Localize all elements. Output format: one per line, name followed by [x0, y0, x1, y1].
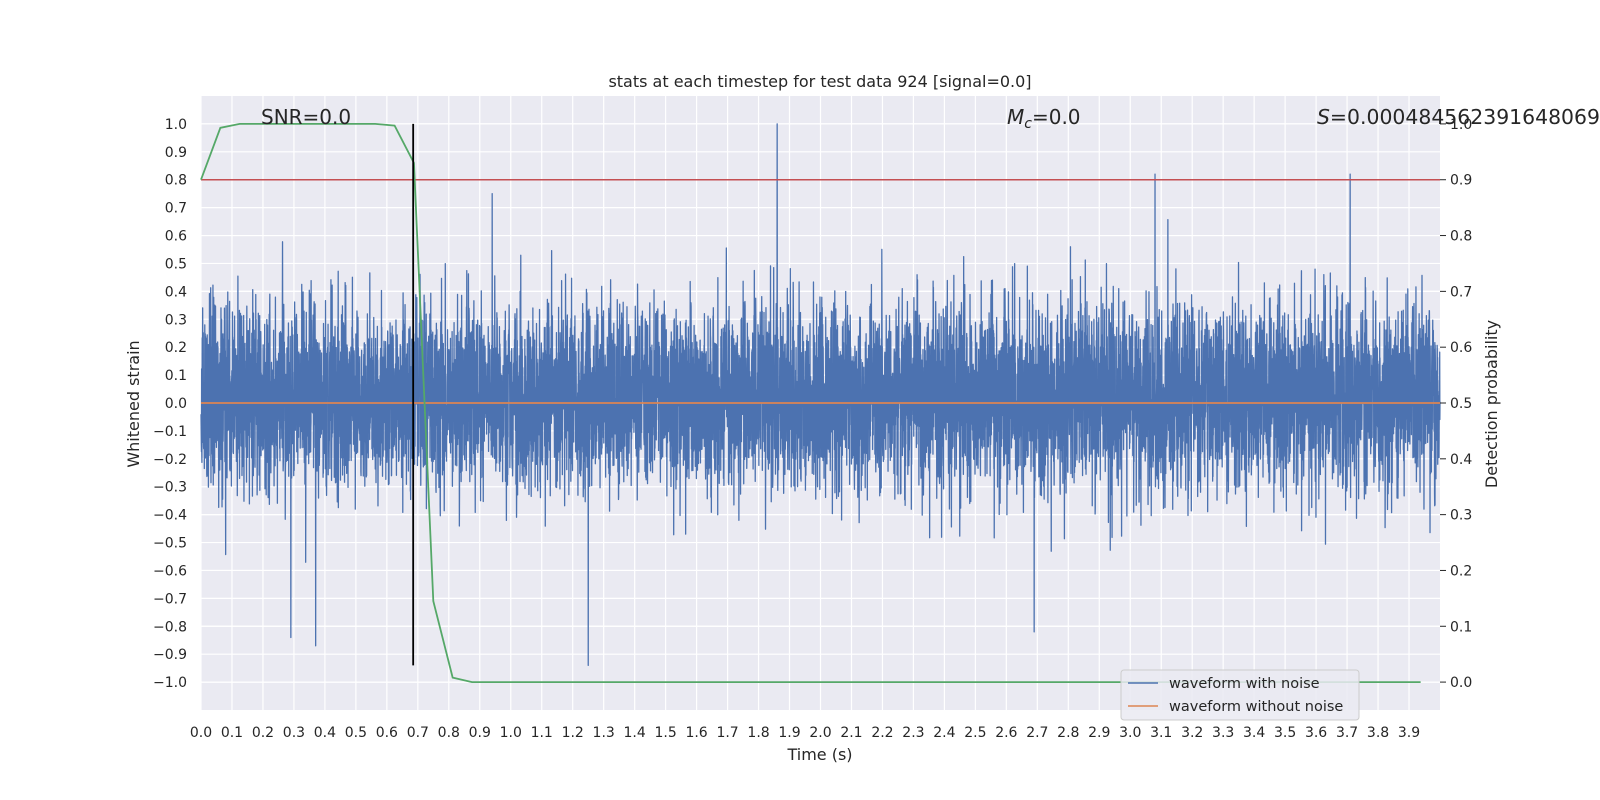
- x-tick-label: 3.8: [1367, 725, 1389, 741]
- x-tick-label: 0.8: [438, 725, 460, 741]
- y2-tick-label: 0.3: [1450, 508, 1472, 524]
- x-tick-label: 2.5: [964, 725, 986, 741]
- x-tick-label: 3.7: [1336, 725, 1358, 741]
- x-tick-label: 3.4: [1243, 725, 1265, 741]
- x-tick-label: 2.9: [1088, 725, 1110, 741]
- y2-tick-label: 0.6: [1450, 340, 1472, 356]
- y-tick-label: −0.6: [153, 563, 187, 579]
- y-tick-label: 0.1: [165, 368, 187, 384]
- x-tick-label: 3.3: [1212, 725, 1234, 741]
- y2-tick-label: 0.2: [1450, 563, 1472, 579]
- y2-axis-label: Detection probability: [1482, 320, 1501, 488]
- legend: waveform with noise waveform without noi…: [1120, 669, 1360, 721]
- x-tick-label: 1.8: [747, 725, 769, 741]
- y-tick-label: −0.1: [153, 424, 187, 440]
- x-tick-label: 2.1: [840, 725, 862, 741]
- y-tick-label: −0.4: [153, 508, 187, 524]
- noise-series: [200, 123, 1441, 666]
- y-tick-label: 1.0: [165, 117, 187, 133]
- y-tick-label: 0.6: [165, 229, 187, 245]
- x-tick-label: 0.5: [345, 725, 367, 741]
- x-axis-label: Time (s): [786, 745, 852, 764]
- x-tick-label: 0.6: [376, 725, 398, 741]
- x-tick-label: 0.7: [407, 725, 429, 741]
- x-tick-label: 1.5: [654, 725, 676, 741]
- y2-tick-label: 0.4: [1450, 452, 1472, 468]
- chart-title: stats at each timestep for test data 924…: [608, 72, 1031, 91]
- lines: [200, 123, 1440, 683]
- y-tick-label: −0.5: [153, 536, 187, 552]
- y-tick-label: 0.7: [165, 201, 187, 217]
- y-tick-label: 0.9: [165, 145, 187, 161]
- y-tick-label: 0.0: [165, 396, 187, 412]
- x-tick-label: 2.7: [1026, 725, 1048, 741]
- y-tick-label: −1.0: [153, 675, 187, 691]
- x-tick-label: 1.1: [531, 725, 553, 741]
- y-tick-label: −0.2: [153, 452, 187, 468]
- mc-symbol: M: [1007, 105, 1024, 129]
- x-tick-label: 2.8: [1057, 725, 1079, 741]
- x-tick-label: 1.9: [778, 725, 800, 741]
- y-tick-label: 0.4: [165, 284, 187, 300]
- y2-tick-label: 0.9: [1450, 173, 1472, 189]
- y-tick-label: −0.9: [153, 647, 187, 663]
- x-tick-label: 2.2: [871, 725, 893, 741]
- x-tick-label: 3.1: [1150, 725, 1172, 741]
- y2-tick-labels: 1.0 0.9 0.8 0.7 0.6 0.5 0.4 0.3 0.2 0.1 0.0: [1440, 117, 1472, 691]
- x-tick-label: 1.4: [624, 725, 646, 741]
- y2-tick-label: 1.0: [1450, 117, 1472, 133]
- mc-value: =0.0: [1032, 105, 1081, 129]
- x-tick-label: 3.9: [1398, 725, 1420, 741]
- y2-tick-label: 0.7: [1450, 284, 1472, 300]
- x-tick-label: 1.7: [716, 725, 738, 741]
- x-tick-label: 1.0: [500, 725, 522, 741]
- y-tick-label: −0.7: [153, 591, 187, 607]
- y-tick-labels: 1.0 0.9 0.8 0.7 0.6 0.5 0.4 0.3 0.2 0.1 0.0 −0.1 −0.…: [153, 117, 187, 691]
- mc-subscript: c: [1024, 116, 1032, 132]
- snr-annotation: SNR=0.0: [261, 105, 351, 129]
- x-tick-label: 0.0: [190, 725, 212, 741]
- x-tick-label: 1.2: [562, 725, 584, 741]
- x-tick-label: 3.6: [1305, 725, 1327, 741]
- x-tick-label: 0.2: [252, 725, 274, 741]
- x-tick-label: 0.1: [221, 725, 243, 741]
- y-tick-label: −0.3: [153, 480, 187, 496]
- legend-label-noise: waveform with noise: [1169, 676, 1320, 692]
- y-tick-label: 0.5: [165, 256, 187, 272]
- x-tick-label: 1.6: [685, 725, 707, 741]
- y2-tick-label: 0.0: [1450, 675, 1472, 691]
- x-tick-label: 2.6: [995, 725, 1017, 741]
- legend-label-clean: waveform without noise: [1169, 699, 1343, 715]
- s-symbol: S: [1317, 105, 1330, 129]
- waveform-with-noise-line: [200, 123, 1441, 666]
- y2-tick-label: 0.1: [1450, 619, 1472, 635]
- x-tick-label: 1.3: [593, 725, 615, 741]
- y-tick-label: 0.8: [165, 173, 187, 189]
- x-tick-label: 2.3: [902, 725, 924, 741]
- x-tick-label: 2.4: [933, 725, 955, 741]
- x-tick-label: 2.0: [809, 725, 831, 741]
- y-tick-label: 0.3: [165, 312, 187, 328]
- y2-tick-label: 0.8: [1450, 229, 1472, 245]
- x-tick-label: 0.4: [314, 725, 336, 741]
- x-tick-label: 0.9: [469, 725, 491, 741]
- y-tick-label: 0.2: [165, 340, 187, 356]
- y2-tick-label: 0.5: [1450, 396, 1472, 412]
- chirp-mass-annotation: Mc=0.0: [1007, 105, 1081, 132]
- y-axis-label: Whitened strain: [124, 340, 143, 467]
- x-tick-labels: 0.0 0.1 0.2 0.3 0.4 0.5 0.6 0.7 0.8 0.9 1.0 1.1 1.2 1…: [190, 725, 1420, 741]
- x-tick-label: 0.3: [283, 725, 305, 741]
- y-tick-label: −0.8: [153, 619, 187, 635]
- s-value: =0.000484562391648069: [1330, 105, 1600, 129]
- legend-box: [1120, 669, 1360, 721]
- x-tick-label: 3.2: [1181, 725, 1203, 741]
- s-annotation: S=0.000484562391648069: [1317, 105, 1600, 129]
- x-tick-label: 3.0: [1119, 725, 1141, 741]
- x-tick-label: 3.5: [1274, 725, 1296, 741]
